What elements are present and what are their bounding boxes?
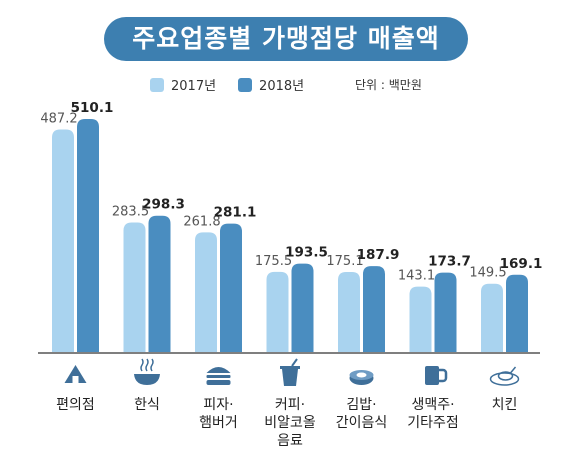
legend-swatch-2018: [238, 77, 253, 92]
korean-food-bowl-icon: [134, 358, 160, 385]
bar-2018-1: [148, 215, 171, 352]
data-label-2017-6: 149.5: [469, 266, 506, 281]
legend-item-2017: 2017년: [150, 75, 216, 94]
unit-label: 단위 : 백만원: [355, 78, 422, 92]
bar-2018-4: [363, 266, 385, 352]
chicken-plate-icon: [489, 366, 520, 386]
bar-2017-3: [266, 271, 289, 352]
bar-2018-5: [434, 272, 457, 352]
category-label-1: 한식: [134, 397, 160, 413]
category-label-6: 치킨: [491, 397, 518, 413]
data-label-2018-4: 187.9: [357, 247, 400, 263]
data-label-2018-0: 510.1: [71, 100, 114, 116]
legend: 2017년 2018년: [150, 75, 326, 94]
category-label-2: 피자· 햄버거: [199, 397, 238, 431]
data-label-2017-2: 261.8: [183, 214, 220, 229]
data-label-2017-4: 175.1: [326, 254, 363, 269]
data-label-2017-5: 143.1: [398, 269, 435, 284]
bar-2017-6: [481, 283, 503, 352]
legend-item-2018: 2018년: [238, 75, 304, 94]
beer-mug-icon: [425, 366, 448, 385]
bar-2018-6: [506, 274, 528, 352]
data-label-2017-1: 283.5: [112, 205, 149, 220]
legend-label-2018: 2018년: [259, 79, 305, 94]
category-label-3: 커피· 비알코올 음료: [264, 397, 316, 449]
data-label-2018-1: 298.3: [142, 197, 185, 213]
data-label-2017-3: 175.5: [255, 254, 292, 269]
data-label-2018-2: 281.1: [214, 205, 257, 221]
bar-2017-2: [195, 232, 217, 352]
convenience-store-icon: [64, 365, 87, 383]
bar-2017-4: [338, 272, 360, 352]
legend-swatch-2017: [150, 77, 164, 92]
gimbap-icon: [349, 370, 374, 385]
data-label-2018-6: 169.1: [500, 256, 543, 272]
burger-icon: [206, 367, 231, 385]
bar-2017-5: [409, 286, 432, 352]
data-label-2018-3: 193.5: [285, 245, 328, 261]
coffee-cup-icon: [280, 358, 300, 386]
chart-title: 주요업종별 가맹점당 매출액: [104, 17, 468, 61]
bar-2018-2: [220, 223, 242, 352]
category-label-0: 편의점: [56, 397, 95, 413]
data-label-2017-0: 487.2: [40, 111, 77, 126]
bar-2018-0: [77, 119, 99, 352]
category-label-4: 김밥· 간이음식: [335, 397, 388, 431]
data-label-2018-5: 173.7: [428, 254, 471, 270]
category-label-5: 생맥주· 기타주점: [407, 397, 459, 431]
bar-2018-3: [291, 263, 314, 352]
bar-2017-0: [52, 129, 74, 352]
bar-2017-1: [123, 222, 146, 352]
legend-label-2017: 2017년: [171, 79, 217, 94]
